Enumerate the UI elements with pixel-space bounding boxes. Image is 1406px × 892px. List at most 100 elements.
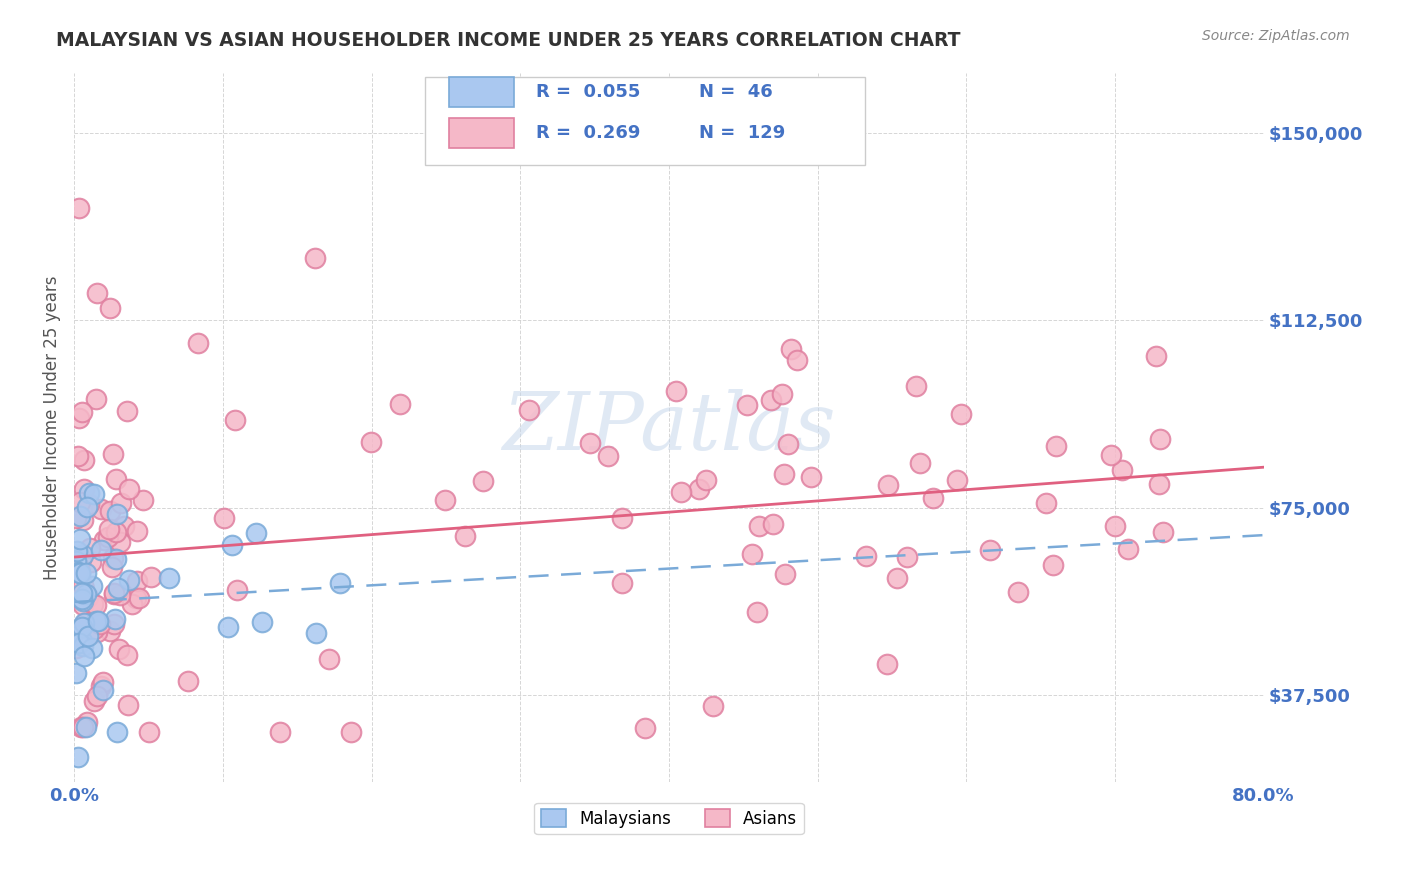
FancyBboxPatch shape (449, 78, 515, 107)
Point (855, 549, 877, 563)
Point (70, 586, 93, 600)
Text: MALAYSIAN VS ASIAN HOUSEHOLDER INCOME UNDER 25 YEARS CORRELATION CHART: MALAYSIAN VS ASIAN HOUSEHOLDER INCOME UN… (56, 31, 960, 50)
Point (896, 550, 918, 565)
Point (132, 493, 155, 508)
Y-axis label: Householder Income Under 25 years: Householder Income Under 25 years (44, 276, 60, 580)
Point (69, 495, 91, 509)
Point (1147, 476, 1170, 491)
Point (904, 379, 927, 393)
Point (921, 491, 943, 506)
FancyBboxPatch shape (425, 77, 865, 165)
Point (217, 620, 239, 634)
Point (67, 411, 90, 425)
Point (77, 497, 100, 511)
Point (86, 689, 108, 703)
Point (66, 563, 89, 577)
Point (340, 725, 363, 739)
Point (157, 571, 180, 585)
Point (97, 530, 120, 544)
Point (72, 634, 94, 648)
Point (1104, 518, 1126, 533)
Point (138, 725, 160, 739)
Point (79, 541, 101, 555)
Text: N =  46: N = 46 (699, 83, 772, 101)
Text: ZIPatlas: ZIPatlas (502, 389, 835, 467)
Point (212, 511, 235, 525)
Point (128, 591, 150, 606)
Point (70, 405, 93, 419)
Point (82, 579, 104, 593)
Point (65, 665, 87, 680)
Point (70, 551, 93, 566)
Point (434, 492, 457, 507)
Text: R =  0.055: R = 0.055 (536, 83, 640, 101)
Point (360, 435, 382, 450)
Point (886, 571, 908, 585)
Point (910, 456, 932, 470)
Point (735, 398, 758, 412)
Point (121, 597, 143, 611)
Point (80, 555, 103, 569)
Point (69, 509, 91, 524)
Point (800, 470, 823, 484)
Point (141, 570, 163, 584)
Point (101, 551, 124, 566)
Point (67, 449, 90, 463)
Point (69, 566, 91, 580)
Point (108, 641, 131, 656)
Point (876, 657, 898, 671)
Point (91, 674, 114, 689)
Point (665, 384, 688, 398)
Point (73, 582, 96, 596)
Point (73, 483, 96, 497)
Point (876, 477, 898, 491)
Point (65, 575, 87, 590)
Point (69, 532, 91, 546)
Point (75, 720, 97, 734)
Point (84, 598, 107, 612)
Point (72, 620, 94, 634)
Point (66, 565, 89, 579)
Point (65, 544, 87, 558)
Point (224, 413, 246, 427)
Point (77, 590, 100, 604)
Point (125, 574, 148, 589)
Point (177, 674, 200, 689)
Point (75, 566, 97, 580)
Point (1152, 525, 1174, 540)
Point (82, 597, 104, 611)
Point (72, 616, 94, 631)
Point (318, 652, 340, 666)
Point (104, 524, 127, 539)
Point (1045, 440, 1067, 454)
Point (747, 606, 769, 620)
Point (72, 578, 94, 592)
Point (1144, 349, 1167, 363)
Point (86, 625, 108, 640)
Point (117, 698, 139, 712)
Text: Source: ZipAtlas.com: Source: ZipAtlas.com (1202, 29, 1350, 43)
Point (100, 301, 122, 315)
Point (187, 335, 209, 350)
Point (979, 543, 1001, 558)
Point (86, 392, 108, 406)
Point (388, 396, 411, 410)
Point (67, 628, 90, 642)
Point (761, 392, 783, 407)
Point (67, 636, 90, 650)
Point (1116, 541, 1139, 556)
Point (688, 482, 710, 496)
Point (103, 447, 125, 461)
Point (1035, 496, 1057, 510)
Point (786, 352, 808, 367)
Point (66, 750, 89, 764)
Point (127, 524, 149, 538)
Point (776, 436, 799, 450)
Point (107, 581, 129, 595)
Point (73, 453, 96, 467)
Point (695, 473, 717, 487)
Point (73, 648, 96, 663)
Point (110, 496, 132, 510)
Point (98, 504, 121, 518)
Point (72, 720, 94, 734)
